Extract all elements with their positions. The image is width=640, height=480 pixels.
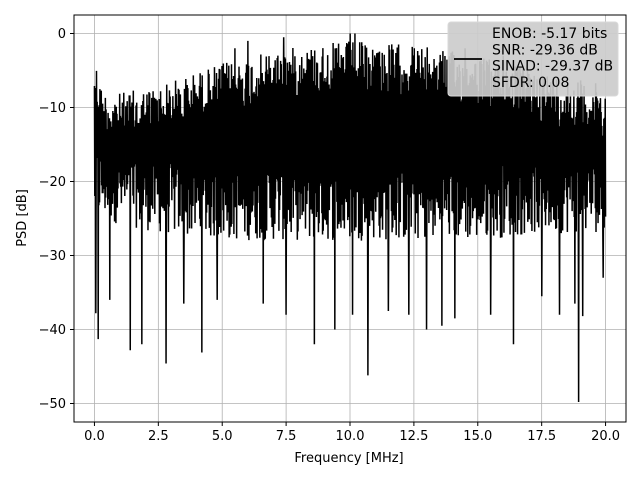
y-axis-label: PSD [dB] (15, 189, 30, 247)
x-tick-label: 7.5 (276, 429, 297, 444)
axes: 0.0 2.5 5.0 7.5 10.0 12.5 15.0 17.5 20.0 0 −10 −20 −… (39, 14, 627, 444)
y-tick-label: −40 (39, 323, 66, 338)
y-tick-label: −10 (39, 101, 66, 116)
x-tick-label: 15.0 (463, 429, 492, 444)
legend-entry: SNR: -29.36 dB (492, 42, 598, 58)
x-tick-label: 0.0 (84, 429, 105, 444)
y-tick-label: −50 (39, 397, 66, 412)
legend-entry: SFDR: 0.08 (492, 75, 569, 91)
legend-box (447, 21, 619, 97)
x-tick-label: 2.5 (148, 429, 169, 444)
x-tick-label: 17.5 (527, 429, 556, 444)
y-tick-label: −30 (39, 249, 66, 264)
psd-series-line (93, 33, 607, 403)
plot-area (93, 33, 607, 403)
x-tick-label: 10.0 (336, 429, 365, 444)
x-tick-label: 20.0 (591, 429, 620, 444)
legend-entry: ENOB: -5.17 bits (492, 26, 607, 42)
x-axis-label: Frequency [MHz] (294, 451, 403, 466)
x-tick-label: 5.0 (212, 429, 233, 444)
y-tick-label: −20 (39, 175, 66, 190)
x-tick-label: 12.5 (399, 429, 428, 444)
y-tick-label: 0 (58, 27, 66, 42)
legend-entry: SINAD: -29.37 dB (492, 59, 613, 75)
